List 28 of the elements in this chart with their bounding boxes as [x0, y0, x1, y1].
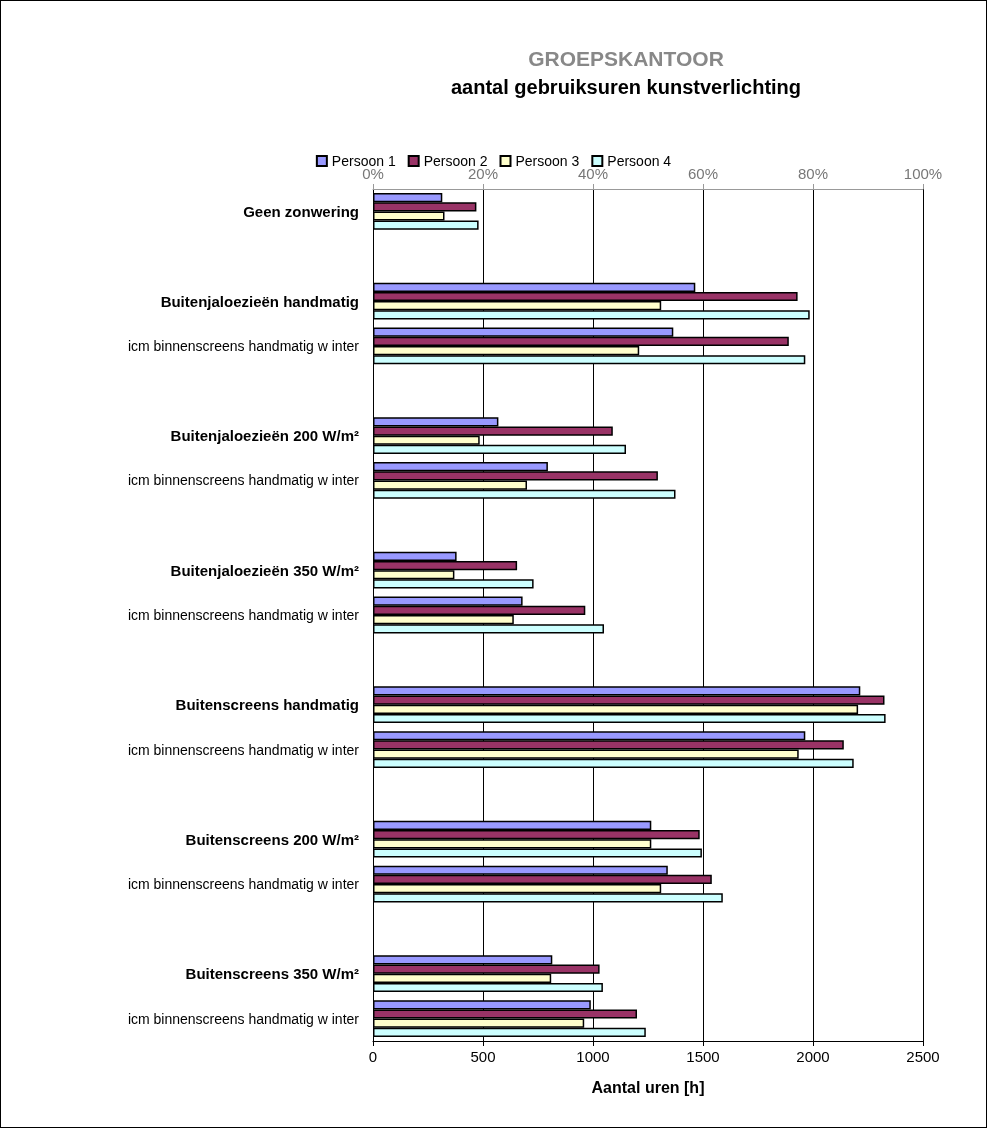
- x2-tick-label: 40%: [577, 165, 609, 182]
- x2-tick-label: 100%: [903, 165, 943, 182]
- y-tick-label: icm binnenscreens handmatig w inter: [127, 1010, 360, 1027]
- chart-title: GROEPSKANTOOR: [528, 47, 724, 70]
- y-tick-label: icm binnenscreens handmatig w inter: [127, 472, 360, 489]
- x-tick-label: 2500: [906, 1048, 940, 1065]
- legend-label: Persoon 3: [515, 153, 580, 169]
- y-tick-label: Buitenjaloezieën 200 W/m²: [170, 427, 359, 445]
- x-tick-label: 2000: [796, 1048, 830, 1065]
- y-tick-label: icm binnenscreens handmatig w inter: [127, 607, 360, 623]
- legend-label: Persoon 4: [607, 153, 672, 169]
- y-tick-label: Buitenjaloezieën 350 W/m²: [170, 561, 359, 579]
- x-tick-label: 0: [368, 1048, 378, 1065]
- y-tick-label: Buitenscreens 350 W/m²: [185, 965, 359, 983]
- y-tick-label: icm binnenscreens handmatig w inter: [127, 337, 360, 354]
- y-tick-label: icm binnenscreens handmatig w inter: [127, 876, 360, 893]
- y-tick-label: Geen zonwering: [243, 202, 359, 220]
- y-tick-label: Buitenscreens handmatig: [175, 696, 359, 714]
- y-tick-label: icm binnenscreens handmatig w inter: [127, 741, 360, 758]
- chart-subtitle: aantal gebruiksuren kunstverlichting: [450, 76, 802, 98]
- x-axis-title: Aantal uren [h]: [591, 1078, 705, 1096]
- x2-tick-label: 60%: [687, 165, 719, 182]
- y-tick-label: Buitenscreens 200 W/m²: [185, 830, 359, 848]
- y-tick-label: Buitenjaloezieën handmatig: [160, 292, 359, 310]
- x-tick-label: 500: [470, 1048, 496, 1065]
- x-tick-label: 1000: [576, 1048, 610, 1065]
- x2-tick-label: 80%: [797, 165, 829, 182]
- x-tick-label: 1500: [686, 1048, 720, 1065]
